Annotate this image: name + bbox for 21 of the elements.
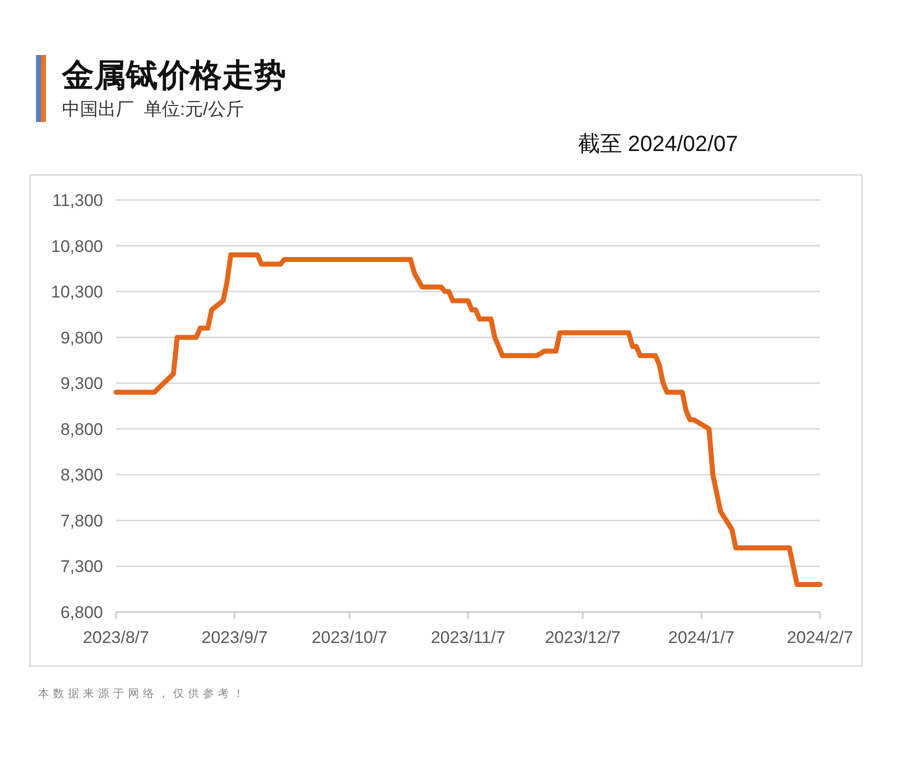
x-tick-label: 2023/10/7 [312, 628, 388, 647]
x-tick-label: 2024/1/7 [668, 628, 734, 647]
chart-subtitle: 中国出厂 单位:元/公斤 [62, 99, 244, 119]
y-tick-label: 8,300 [60, 466, 103, 485]
y-tick-label: 9,300 [60, 374, 103, 394]
y-tick-label: 10,800 [51, 236, 103, 256]
y-tick-label: 10,300 [51, 282, 103, 302]
x-tick-label: 2023/9/7 [202, 628, 268, 647]
y-tick-label: 7,800 [60, 511, 103, 530]
y-tick-label: 7,300 [60, 557, 103, 576]
y-tick-label: 6,800 [60, 603, 103, 622]
y-tick-label: 9,800 [60, 328, 103, 348]
x-tick-label: 2023/8/7 [82, 628, 150, 647]
x-tick-label: 2023/12/7 [544, 628, 621, 647]
x-tick-label: 2024/2/7 [786, 628, 854, 647]
y-tick-label: 8,800 [60, 420, 103, 439]
y-tick-label: 11,300 [52, 191, 103, 210]
text: 本数据来源于网络，仅供参考！ [38, 687, 248, 700]
x-tick-label: 2023/11/7 [430, 628, 506, 647]
chart-title: 金属铽价格走势 [61, 57, 286, 93]
text: 截至 2024/02/07 [578, 131, 738, 156]
